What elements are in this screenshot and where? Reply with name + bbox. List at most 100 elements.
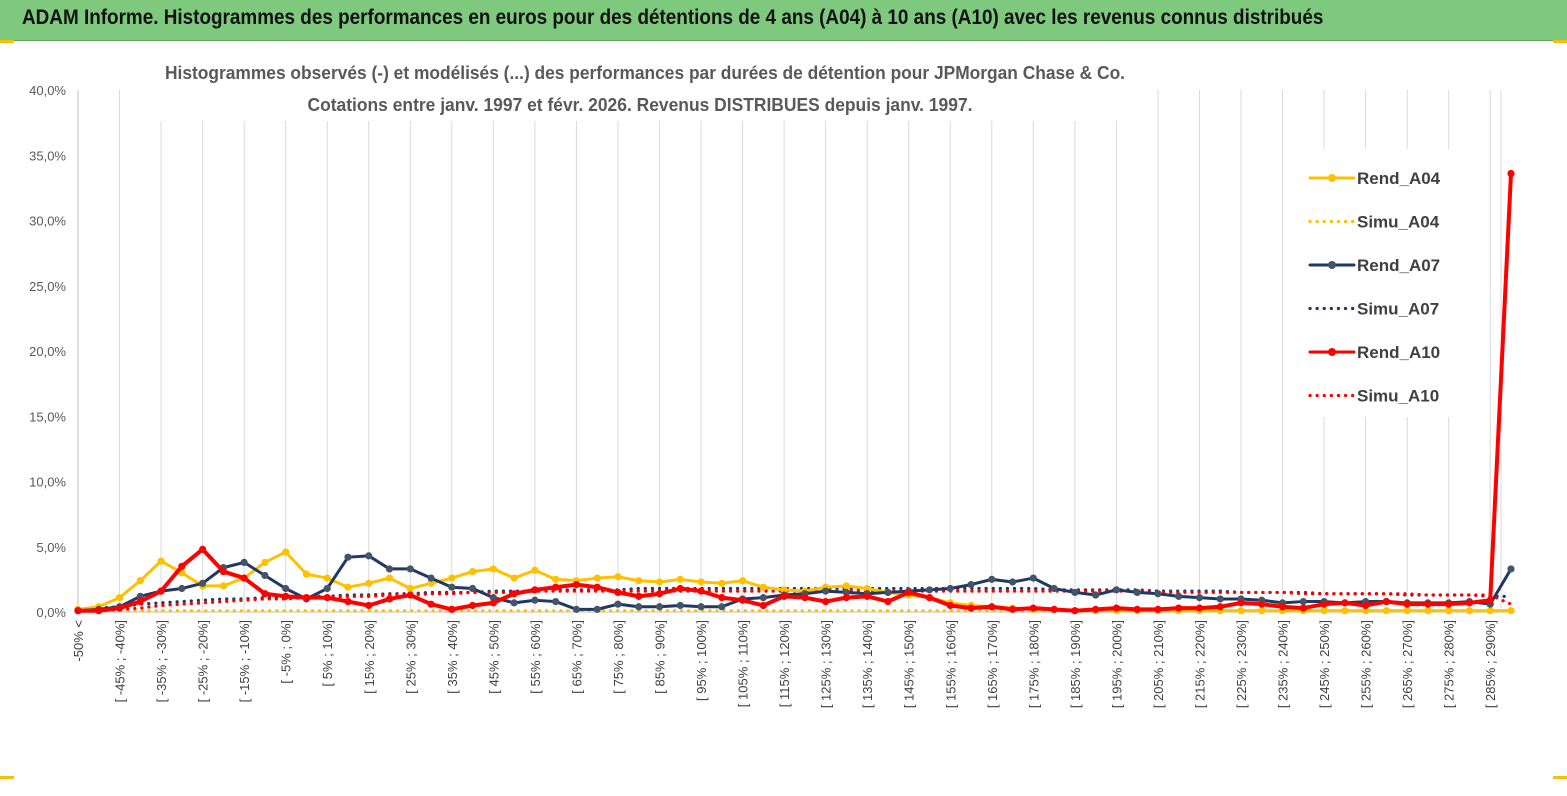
data-point	[1175, 592, 1183, 600]
chart-subtitle: Cotations entre janv. 1997 et févr. 2026…	[308, 95, 973, 115]
data-point	[1071, 588, 1079, 597]
data-point	[1341, 607, 1349, 615]
x-tick-label: [ 245% ; 250%]	[1317, 620, 1332, 708]
data-point	[676, 584, 684, 593]
y-tick-label: 40,0%	[29, 83, 66, 98]
x-tick-label: [ 5% ; 10%]	[320, 620, 335, 686]
data-point	[344, 583, 352, 591]
series	[74, 169, 1515, 615]
data-point	[822, 597, 830, 606]
data-point	[1008, 578, 1017, 586]
x-tick-label: [ -5% ; 0%]	[279, 620, 294, 684]
data-point	[925, 594, 934, 602]
data-point	[199, 579, 207, 587]
y-tick-label: 20,0%	[29, 344, 66, 359]
data-point	[946, 584, 954, 593]
data-point	[406, 565, 414, 573]
data-point	[219, 567, 227, 576]
data-point	[655, 578, 664, 586]
data-point	[967, 604, 975, 612]
y-tick-label: 25,0%	[29, 279, 66, 294]
data-point	[842, 594, 851, 602]
data-point	[1092, 605, 1100, 613]
data-point	[157, 557, 165, 565]
data-point	[448, 605, 456, 613]
corner-accent-bottom-left	[0, 776, 14, 779]
data-point	[884, 597, 892, 606]
data-point	[282, 592, 290, 600]
data-point	[718, 579, 726, 587]
x-tick-label: [ 265% ; 270%]	[1400, 620, 1415, 708]
data-point	[1071, 607, 1079, 615]
data-point	[822, 587, 830, 595]
data-point	[593, 605, 601, 613]
data-point	[1112, 604, 1121, 612]
line-chart: 0,0% 5,0% 10,0% 15,0% 20,0% 25,0% 30,0% 35,0% 40…	[29, 57, 1515, 708]
data-point	[1341, 599, 1349, 607]
data-point	[468, 567, 477, 576]
x-tick-label: [ -35% ; -30%]	[154, 620, 169, 702]
data-point	[74, 607, 82, 615]
data-point	[1507, 607, 1515, 615]
data-point	[1216, 603, 1224, 611]
data-point	[759, 594, 767, 602]
data-point	[427, 574, 435, 582]
y-tick-label: 5,0%	[36, 540, 66, 555]
legend-label: Simu_A07	[1357, 300, 1439, 319]
data-point	[365, 552, 373, 560]
data-point	[1362, 601, 1370, 610]
data-point	[697, 587, 705, 595]
data-point	[1486, 607, 1494, 615]
y-tick-label: 15,0%	[29, 409, 66, 424]
data-point	[655, 590, 664, 598]
data-point	[1029, 604, 1037, 612]
data-point	[946, 601, 954, 610]
data-point	[1278, 603, 1287, 611]
report-banner: ADAM Informe. Histogrammes des performan…	[0, 0, 1567, 41]
data-point	[323, 574, 331, 582]
x-tick-label: [ 35% ; 40%]	[445, 620, 460, 694]
data-point	[178, 562, 186, 570]
x-tick-label: [ 205% ; 210%]	[1151, 620, 1166, 708]
data-point	[136, 592, 144, 600]
x-tick-label: [ 15% ; 20%]	[362, 620, 377, 694]
x-tick-label: -50% <	[71, 620, 86, 662]
x-tick-label: [ 115% ; 120%]	[777, 620, 792, 707]
legend-background	[1296, 149, 1462, 417]
data-point	[344, 597, 352, 606]
y-tick-label: 30,0%	[29, 214, 66, 229]
data-point	[718, 594, 726, 602]
data-point	[1029, 574, 1037, 582]
data-point	[1133, 588, 1141, 597]
data-point	[95, 607, 103, 615]
data-point	[863, 592, 871, 600]
data-point	[427, 579, 435, 587]
x-tick-label: [ 55% ; 60%]	[528, 620, 543, 694]
series-line-simu-a07	[76, 586, 1513, 611]
data-point	[385, 565, 394, 573]
data-point	[344, 553, 352, 561]
data-point	[385, 595, 394, 603]
data-point	[468, 601, 477, 610]
data-point	[1465, 607, 1474, 615]
data-point	[718, 603, 726, 611]
data-point	[219, 582, 227, 590]
data-point	[282, 548, 290, 556]
data-point	[261, 558, 269, 567]
data-point	[385, 574, 394, 582]
report-title: ADAM Informe. Histogrammes des performan…	[22, 6, 1324, 29]
chart-title: Histogrammes observés (-) et modélisés (…	[165, 63, 1125, 83]
data-point	[552, 583, 560, 591]
data-point	[842, 582, 851, 590]
data-point	[1195, 594, 1204, 602]
data-point	[1050, 584, 1058, 593]
data-point	[1237, 607, 1245, 615]
data-point	[1237, 599, 1245, 607]
y-tick-label: 0,0%	[36, 605, 66, 620]
data-point	[1424, 600, 1432, 608]
x-tick-label: [ 75% ; 80%]	[611, 620, 626, 694]
legend-marker	[1328, 261, 1336, 269]
data-point	[406, 591, 414, 599]
data-point	[240, 558, 248, 567]
data-point	[759, 583, 767, 591]
